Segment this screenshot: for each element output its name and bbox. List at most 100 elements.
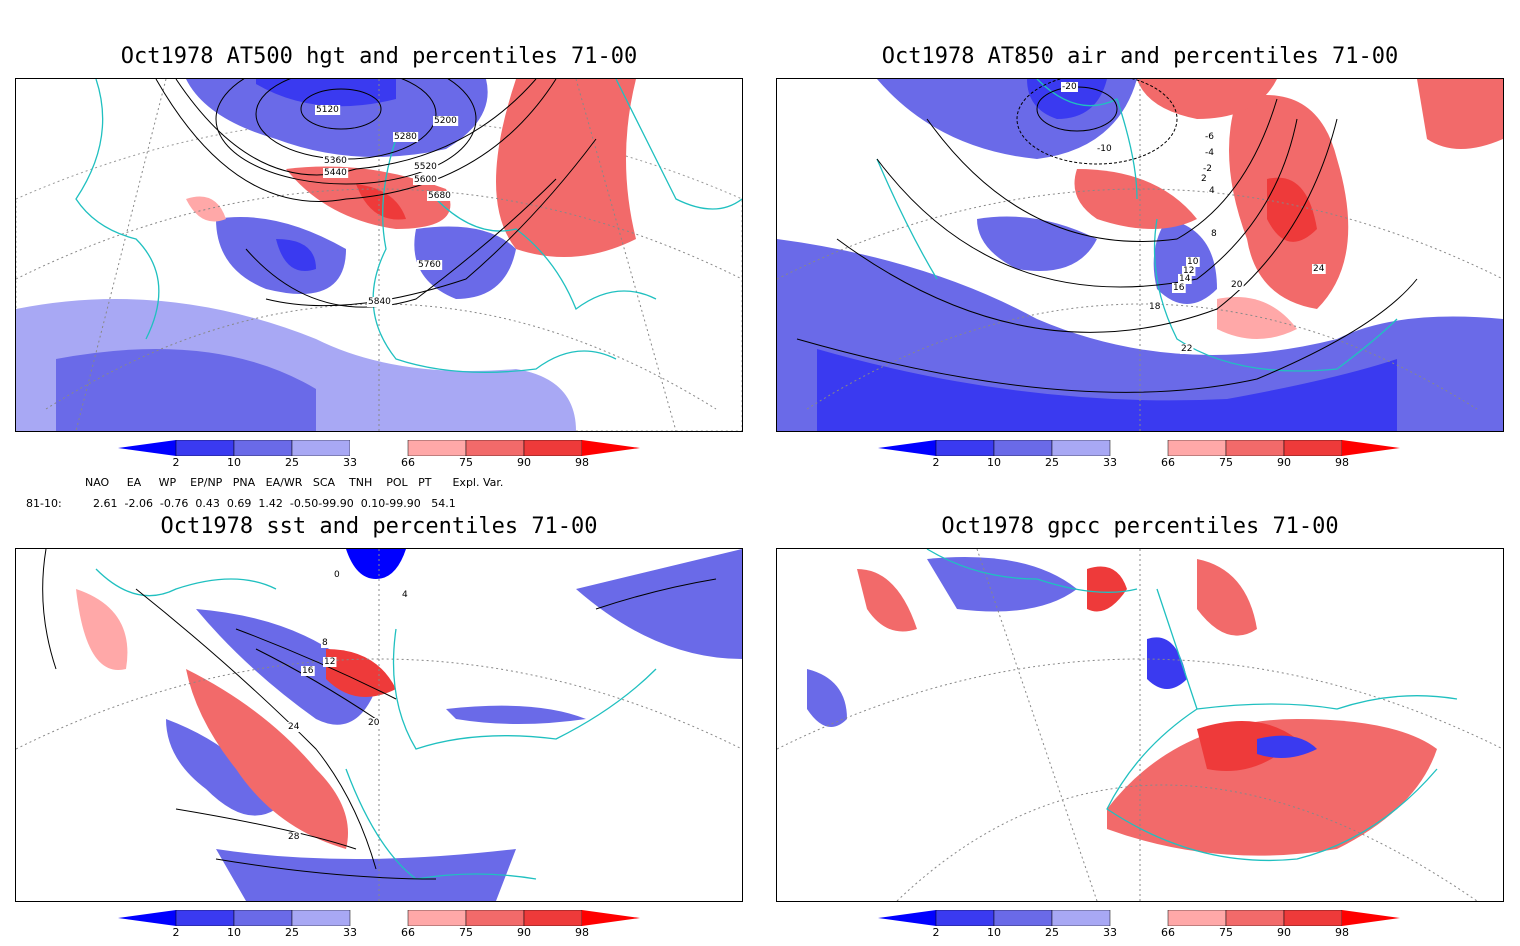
cbar-label: 75 xyxy=(459,926,473,939)
red-anomaly-se xyxy=(1217,297,1297,339)
blue-anomaly-europe xyxy=(1147,637,1187,689)
contour-label-bg xyxy=(1312,264,1326,274)
contour-label-bg xyxy=(301,666,315,676)
svg-text:0: 0 xyxy=(334,570,340,580)
contour-label-bg xyxy=(401,590,409,600)
red-anomaly-africa xyxy=(1107,719,1437,856)
cbar-label: 33 xyxy=(343,926,357,939)
svg-text:-2: -2 xyxy=(1203,164,1212,174)
svg-text:5680: 5680 xyxy=(428,191,451,201)
cbar-label: 33 xyxy=(1103,926,1117,939)
svg-text:10: 10 xyxy=(1187,257,1199,267)
cbar-label: 25 xyxy=(285,926,299,939)
red-anomaly-north-america xyxy=(857,569,917,632)
cbar-label: 75 xyxy=(459,456,473,469)
contour-label-bg xyxy=(1180,344,1194,354)
svg-text:5280: 5280 xyxy=(394,132,417,142)
svg-text:20: 20 xyxy=(1231,280,1243,290)
contour-label-bg xyxy=(287,722,301,732)
contour-label-bg xyxy=(1204,148,1216,158)
cbar-label: 25 xyxy=(1045,926,1059,939)
blue-anomaly-south-core xyxy=(817,349,1397,431)
contour-label-bg xyxy=(417,260,443,270)
cbar-label: 33 xyxy=(1103,456,1117,469)
map-air-panel: -20 -10 -6 -4 -2 2 4 8 10 12 14 16 18 20… xyxy=(776,78,1504,432)
cbar-label: 2 xyxy=(932,456,940,469)
red-anomaly-central xyxy=(1074,169,1197,229)
blue-anomaly-africa xyxy=(1257,735,1317,758)
svg-text:12: 12 xyxy=(324,657,335,667)
red-anomaly-africa-core xyxy=(1197,721,1297,771)
svg-text:5200: 5200 xyxy=(434,116,457,126)
cbar-label: 98 xyxy=(1335,456,1349,469)
graticule xyxy=(777,549,1503,901)
sst-contour-labels: 0 4 8 12 16 20 24 28 xyxy=(287,570,409,842)
svg-text:5120: 5120 xyxy=(316,105,339,115)
cbar-label: 98 xyxy=(1335,926,1349,939)
contour-label-bg xyxy=(1208,186,1216,196)
blue-anomaly-west xyxy=(977,216,1097,271)
colorbar-sst-bar xyxy=(118,909,640,927)
sst-contours xyxy=(42,549,717,880)
blue-anomaly-north-core xyxy=(256,79,396,107)
cbar-label: 10 xyxy=(227,926,241,939)
contour-label-bg xyxy=(1200,174,1208,184)
graticule xyxy=(777,79,1503,431)
red-anomaly-europe xyxy=(1197,559,1257,636)
blue-anomaly-med xyxy=(446,705,586,724)
svg-text:12: 12 xyxy=(1183,266,1194,276)
contour-label-bg xyxy=(1230,280,1244,290)
contour-label-bg xyxy=(323,657,337,667)
contour-label-bg xyxy=(413,162,439,172)
cbar-label: 2 xyxy=(172,926,180,939)
contour-label-bg xyxy=(1210,229,1218,239)
blue-anomaly-west xyxy=(807,669,847,727)
blue-anomaly-canada xyxy=(927,557,1077,612)
map-gpcc-svg xyxy=(777,549,1503,901)
svg-text:5520: 5520 xyxy=(414,162,437,172)
red-anomaly-greenland xyxy=(1087,566,1127,612)
blue-anomaly-west xyxy=(166,719,276,816)
teleconnection-header: NAO EA WP EP/NP PNA EA/WR SCA TNH POL PT… xyxy=(78,476,504,489)
colorbar-hgt: 2 10 25 33 66 75 90 98 xyxy=(118,439,678,476)
panel-title-air: Oct1978 AT850 air and percentiles 71-00 xyxy=(881,44,1399,69)
svg-text:24: 24 xyxy=(288,722,300,732)
svg-text:28: 28 xyxy=(288,832,300,842)
map-sst-svg: 0 4 8 12 16 20 24 28 xyxy=(16,549,742,901)
svg-text:20: 20 xyxy=(368,718,380,728)
blue-anomaly-north-core xyxy=(1027,79,1107,119)
red-anomaly-northeast xyxy=(1137,79,1277,119)
red-anomaly-atlantic xyxy=(186,669,348,849)
contour-label-bg xyxy=(367,718,381,728)
colorbar-air: 2 10 25 33 66 75 90 98 xyxy=(878,439,1438,476)
cbar-label: 10 xyxy=(987,456,1001,469)
red-anomaly-east xyxy=(496,79,636,257)
graticule xyxy=(16,79,742,431)
contour-label-bg xyxy=(1148,302,1162,312)
panel-title-gpcc: Oct1978 gpcc percentiles 71-00 xyxy=(941,514,1339,539)
contour-label-bg xyxy=(333,570,341,580)
contour-label-bg xyxy=(1204,132,1216,142)
contour-label-bg xyxy=(1061,82,1078,92)
cbar-label: 2 xyxy=(932,926,940,939)
hgt-contours xyxy=(155,79,597,308)
svg-text:4: 4 xyxy=(402,590,408,600)
red-anomaly-west xyxy=(76,589,128,670)
cbar-label: 25 xyxy=(285,456,299,469)
red-anomaly-far-east xyxy=(1417,79,1503,149)
air-contours xyxy=(796,79,1418,393)
map-gpcc-panel xyxy=(776,548,1504,902)
blue-anomaly-west xyxy=(216,217,346,294)
cbar-label: 2 xyxy=(172,456,180,469)
cbar-label: 75 xyxy=(1219,456,1233,469)
colorbar-gpcc: 2 10 25 33 66 75 90 98 xyxy=(878,909,1438,946)
blue-anomaly-south xyxy=(216,849,516,901)
colorbar-gpcc-bar xyxy=(878,909,1400,927)
panel-title-hgt: Oct1978 AT500 hgt and percentiles 71-00 xyxy=(120,44,638,69)
cbar-label: 66 xyxy=(401,926,415,939)
map-sst-panel: 0 4 8 12 16 20 24 28 xyxy=(15,548,743,902)
contour-label-bg xyxy=(321,638,329,648)
svg-text:8: 8 xyxy=(322,638,328,648)
cbar-label: 98 xyxy=(575,456,589,469)
cbar-label: 66 xyxy=(401,456,415,469)
